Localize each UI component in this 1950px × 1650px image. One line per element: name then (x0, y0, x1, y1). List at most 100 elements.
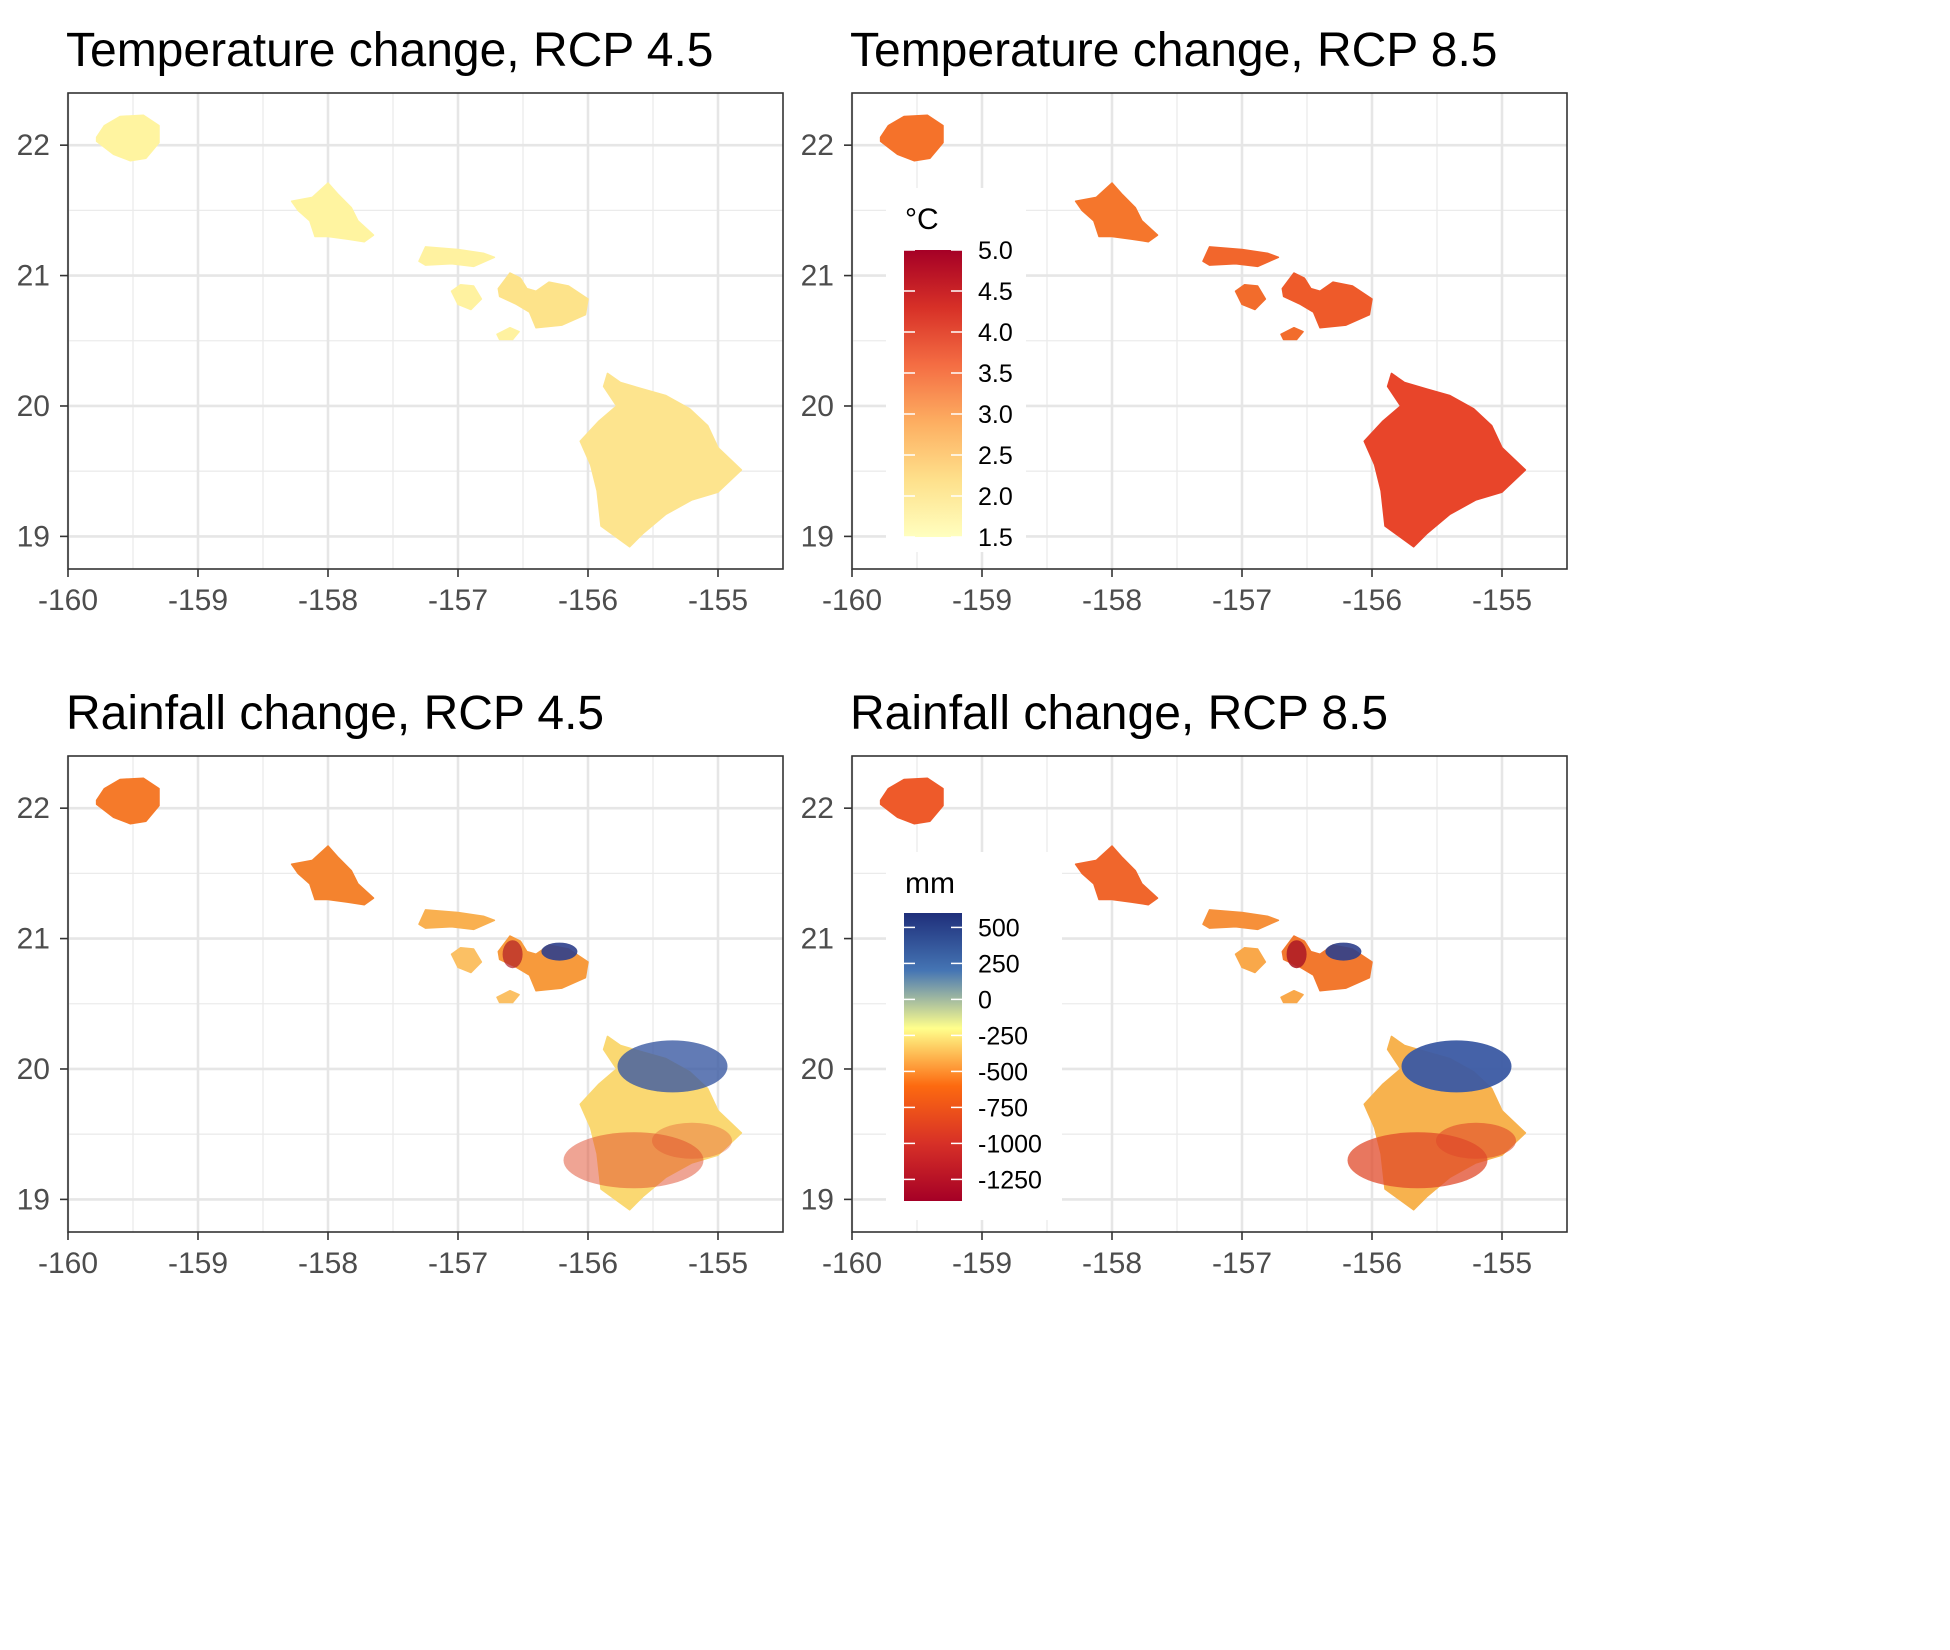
panel-border (67, 755, 784, 1233)
x-tick-label: -159 (952, 584, 1012, 617)
legend-label: 5.0 (978, 237, 1013, 265)
island-kahoolawe (496, 326, 520, 341)
panel-4: Rainfall change, RCP 8.5 -160 -159 -158 -157… (801, 687, 1568, 1280)
legend-colorbar (904, 250, 962, 537)
island-maui (497, 272, 589, 329)
island-oahu (290, 182, 375, 243)
island-hawaii (579, 372, 743, 548)
legend-label: -1250 (978, 1166, 1042, 1194)
y-tick-label: 22 (17, 792, 50, 825)
value-patch (502, 940, 523, 969)
y-tick-label: 19 (801, 1183, 834, 1216)
panel-border (67, 92, 784, 570)
x-tick-label: -160 (38, 1247, 98, 1280)
island-lanai (1234, 946, 1267, 974)
value-patch (1436, 1122, 1516, 1159)
island-hawaii (1363, 372, 1527, 548)
panel-title: Temperature change, RCP 8.5 (850, 24, 1497, 77)
y-tick-label: 19 (801, 520, 834, 553)
legend-title: °C (905, 203, 939, 236)
legend-colorbar (904, 913, 962, 1201)
island-lanai (450, 283, 483, 311)
value-patch (1325, 942, 1362, 961)
y-tick-label: 22 (17, 129, 50, 162)
y-tick-label: 20 (801, 1053, 834, 1086)
panel-1: Temperature change, RCP 4.5 -160 -159 -158 -… (17, 24, 784, 617)
x-tick-label: -158 (1082, 1247, 1142, 1280)
panel-border (851, 92, 1568, 570)
x-tick-label: -157 (1212, 584, 1272, 617)
island-oahu (1074, 182, 1159, 243)
x-tick-label: -160 (822, 1247, 882, 1280)
x-tick-label: -156 (1342, 584, 1402, 617)
value-patch (541, 942, 578, 961)
x-tick-label: -158 (298, 584, 358, 617)
legend-label: 1.5 (978, 524, 1013, 552)
value-patch (563, 1132, 704, 1189)
island-lanai (1234, 283, 1267, 311)
y-tick-label: 21 (17, 260, 50, 293)
panel-title: Temperature change, RCP 4.5 (66, 24, 713, 77)
island-molokai (1202, 909, 1280, 931)
x-tick-label: -160 (38, 584, 98, 617)
x-tick-label: -156 (1342, 1247, 1402, 1280)
legend-label: 250 (978, 950, 1020, 978)
legend-label: -1000 (978, 1130, 1042, 1158)
legend-label: 3.5 (978, 360, 1013, 388)
x-tick-label: -160 (822, 584, 882, 617)
x-tick-label: -156 (558, 584, 618, 617)
x-tick-label: -157 (428, 1247, 488, 1280)
island-oahu (290, 845, 375, 906)
legend-label: -750 (978, 1094, 1028, 1122)
x-tick-label: -155 (1472, 1247, 1532, 1280)
value-patch (617, 1040, 728, 1093)
y-tick-label: 21 (17, 923, 50, 956)
island-lanai (450, 946, 483, 974)
x-tick-label: -155 (688, 584, 748, 617)
legend-label: -250 (978, 1022, 1028, 1050)
x-tick-label: -159 (168, 584, 228, 617)
y-tick-label: 20 (17, 390, 50, 423)
island-kahoolawe (1280, 989, 1304, 1004)
legend: mm 500 250 0 -250 -500 -750 -1000 -1250 (886, 852, 1062, 1220)
x-tick-label: -159 (168, 1247, 228, 1280)
value-patch (1286, 940, 1307, 969)
y-tick-label: 22 (801, 129, 834, 162)
y-tick-label: 20 (801, 390, 834, 423)
island-kauai (95, 114, 160, 162)
legend-label: 500 (978, 914, 1020, 942)
y-tick-label: 22 (801, 792, 834, 825)
island-molokai (1202, 246, 1280, 268)
panel-title: Rainfall change, RCP 4.5 (66, 687, 604, 740)
island-kauai (95, 777, 160, 825)
y-tick-label: 19 (17, 1183, 50, 1216)
legend-title: mm (905, 867, 955, 900)
legend-label: 3.0 (978, 401, 1013, 429)
value-patch (1401, 1040, 1512, 1093)
x-tick-label: -157 (428, 584, 488, 617)
x-tick-label: -158 (298, 1247, 358, 1280)
legend-label: 0 (978, 986, 992, 1014)
legend-label: 4.5 (978, 278, 1013, 306)
value-patch (652, 1122, 732, 1159)
y-tick-label: 21 (801, 923, 834, 956)
island-kauai (879, 777, 944, 825)
x-tick-label: -157 (1212, 1247, 1272, 1280)
legend: °C 5.0 4.5 4.0 3.5 3.0 2.5 2.0 1.5 (886, 188, 1026, 552)
x-tick-label: -155 (1472, 584, 1532, 617)
island-kauai (879, 114, 944, 162)
y-tick-label: 19 (17, 520, 50, 553)
island-kahoolawe (1280, 326, 1304, 341)
x-tick-label: -158 (1082, 584, 1142, 617)
x-tick-label: -155 (688, 1247, 748, 1280)
legend-label: 2.0 (978, 483, 1013, 511)
legend-label: 4.0 (978, 319, 1013, 347)
island-molokai (418, 909, 496, 931)
panel-border (851, 755, 1568, 1233)
island-oahu (1074, 845, 1159, 906)
island-maui (1281, 272, 1373, 329)
panel-title: Rainfall change, RCP 8.5 (850, 687, 1388, 740)
island-molokai (418, 246, 496, 268)
y-tick-label: 20 (17, 1053, 50, 1086)
